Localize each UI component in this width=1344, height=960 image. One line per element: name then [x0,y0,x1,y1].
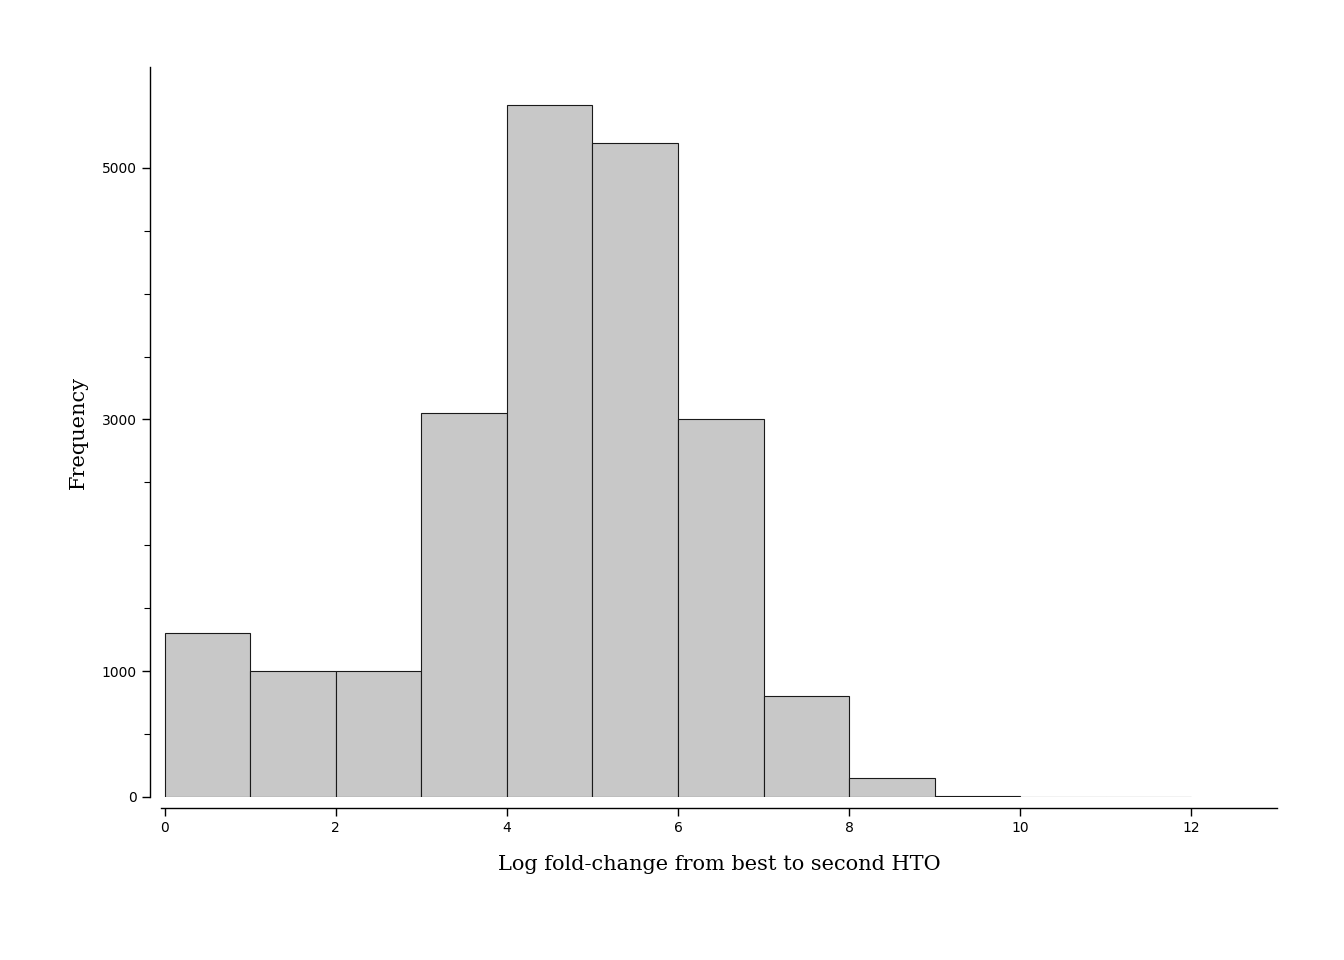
Bar [677,420,763,797]
Bar [593,143,677,797]
X-axis label: Log fold-change from best to second HTO: Log fold-change from best to second HTO [497,854,941,874]
Bar [421,413,507,797]
Bar [507,105,593,797]
Y-axis label: Frequency: Frequency [69,375,87,489]
Bar [763,696,849,797]
Bar [250,671,336,797]
Bar [165,634,250,797]
Bar [849,778,934,797]
Bar [336,671,421,797]
